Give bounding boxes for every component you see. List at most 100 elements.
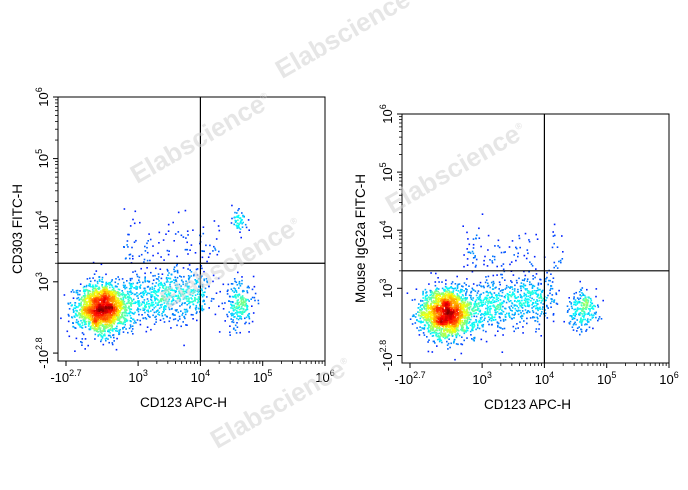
event-dot bbox=[129, 257, 131, 260]
event-dot bbox=[492, 255, 494, 258]
event-dot bbox=[168, 298, 170, 301]
event-dot bbox=[103, 297, 105, 299]
event-dot bbox=[75, 291, 78, 294]
event-dot bbox=[163, 299, 166, 302]
event-dot bbox=[105, 293, 107, 295]
event-dot bbox=[97, 291, 99, 293]
event-dot bbox=[152, 254, 154, 257]
event-dot bbox=[574, 321, 576, 324]
event-dot bbox=[201, 307, 203, 310]
event-dot bbox=[113, 307, 116, 310]
event-dot bbox=[432, 294, 435, 297]
event-dot bbox=[122, 299, 125, 302]
event-dot bbox=[113, 298, 116, 300]
event-dot bbox=[84, 326, 87, 328]
event-dot bbox=[535, 273, 538, 275]
event-dot bbox=[548, 279, 550, 282]
event-dot bbox=[479, 298, 482, 301]
event-dot bbox=[573, 314, 575, 316]
event-dot bbox=[96, 320, 99, 322]
event-dot bbox=[582, 308, 585, 310]
event-dot bbox=[157, 273, 160, 275]
event-dot bbox=[466, 318, 469, 321]
event-dot bbox=[166, 268, 169, 271]
event-dot bbox=[500, 304, 503, 306]
event-dot bbox=[432, 302, 434, 304]
event-dot bbox=[82, 305, 84, 308]
event-dot bbox=[203, 278, 205, 281]
event-dot bbox=[96, 325, 99, 327]
event-dot bbox=[146, 259, 149, 262]
event-dot bbox=[119, 321, 122, 323]
event-dot bbox=[466, 248, 468, 250]
event-dot bbox=[581, 319, 584, 321]
event-dot bbox=[237, 219, 239, 221]
event-dot bbox=[498, 304, 500, 306]
event-dot bbox=[144, 272, 146, 275]
event-dot bbox=[98, 327, 100, 329]
event-dot bbox=[91, 323, 94, 326]
event-dot bbox=[177, 294, 180, 297]
event-dot bbox=[492, 301, 495, 304]
event-dot bbox=[106, 299, 109, 301]
event-dot bbox=[141, 314, 143, 316]
event-dot bbox=[104, 329, 106, 332]
event-dot bbox=[112, 308, 114, 311]
event-dot bbox=[406, 292, 409, 294]
event-dot bbox=[96, 297, 99, 299]
event-dot bbox=[436, 294, 438, 297]
event-dot bbox=[110, 304, 112, 306]
event-dot bbox=[241, 226, 244, 228]
event-dot bbox=[589, 297, 592, 300]
event-dot bbox=[110, 303, 112, 305]
event-dot bbox=[123, 317, 125, 320]
event-dot bbox=[138, 281, 141, 283]
event-dot bbox=[203, 279, 206, 282]
event-dot bbox=[116, 301, 118, 303]
event-dot bbox=[479, 309, 482, 312]
event-dot bbox=[466, 317, 468, 320]
event-dot bbox=[80, 341, 82, 343]
event-dot bbox=[521, 310, 524, 312]
event-dot bbox=[550, 273, 552, 275]
event-dot bbox=[454, 328, 457, 331]
event-dot bbox=[126, 309, 128, 311]
event-dot bbox=[245, 321, 247, 324]
event-dot bbox=[99, 324, 101, 327]
event-dot bbox=[97, 296, 100, 298]
event-dot bbox=[434, 292, 436, 295]
event-dot bbox=[100, 292, 103, 294]
event-dot bbox=[146, 301, 148, 304]
event-dot bbox=[89, 293, 92, 295]
event-dot bbox=[461, 301, 464, 303]
event-dot bbox=[422, 297, 424, 299]
event-dot bbox=[535, 233, 537, 236]
event-dot bbox=[517, 296, 520, 298]
event-dot bbox=[186, 282, 189, 285]
event-dot bbox=[85, 297, 87, 300]
event-dot bbox=[484, 317, 486, 320]
event-dot bbox=[473, 336, 476, 339]
event-dot bbox=[246, 308, 249, 311]
event-dot bbox=[232, 305, 235, 307]
event-dot bbox=[170, 327, 172, 329]
event-dot bbox=[516, 323, 518, 325]
event-dot bbox=[234, 294, 236, 297]
event-dot bbox=[485, 307, 487, 310]
event-dot bbox=[111, 308, 113, 311]
event-dot bbox=[121, 303, 123, 306]
event-dot bbox=[518, 234, 520, 237]
event-dot bbox=[98, 311, 101, 313]
event-dot bbox=[122, 322, 125, 324]
event-dot bbox=[590, 313, 593, 316]
event-dot bbox=[182, 298, 185, 300]
event-dot bbox=[254, 299, 256, 302]
event-dot bbox=[174, 276, 176, 279]
event-dot bbox=[95, 328, 97, 330]
event-dot bbox=[489, 309, 491, 311]
event-dot bbox=[138, 293, 141, 295]
event-dot bbox=[152, 279, 155, 281]
event-dot bbox=[517, 255, 519, 258]
event-dot bbox=[104, 323, 107, 325]
event-dot bbox=[243, 301, 246, 303]
